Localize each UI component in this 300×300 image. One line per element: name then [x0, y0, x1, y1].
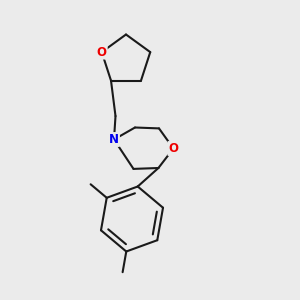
Text: N: N: [109, 133, 119, 146]
Text: O: O: [97, 46, 107, 59]
Text: O: O: [168, 142, 178, 155]
